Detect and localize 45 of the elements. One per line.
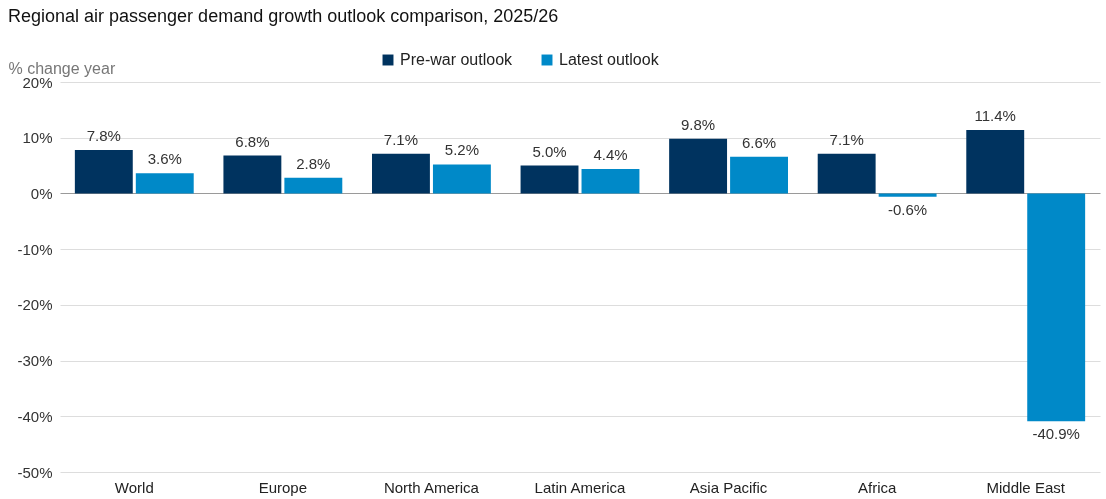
bar: [669, 138, 728, 194]
data-label: -0.6%: [888, 200, 928, 218]
y-tick-label: 0%: [30, 184, 53, 202]
data-label: 7.8%: [86, 126, 121, 144]
data-label: 7.1%: [829, 130, 864, 148]
data-label: 11.4%: [974, 106, 1016, 124]
x-tick-label: Latin America: [534, 478, 627, 496]
x-tick-label: Africa: [857, 478, 897, 496]
bar: [966, 129, 1025, 194]
bar: [730, 156, 788, 194]
x-tick-label: Europe: [258, 478, 308, 496]
bar: [284, 177, 343, 194]
bar: [432, 164, 491, 194]
data-label: 5.2%: [444, 141, 480, 159]
x-tick-label: North America: [383, 478, 480, 496]
bar: [223, 155, 282, 194]
legend-label: Latest outlook: [559, 51, 660, 68]
data-label: 5.0%: [532, 142, 567, 160]
data-label: 9.8%: [680, 115, 716, 133]
data-label: 6.8%: [235, 132, 270, 150]
bar: [878, 193, 937, 197]
data-label: 3.6%: [147, 150, 182, 168]
bar: [520, 165, 579, 194]
y-tick-label: -50%: [17, 463, 53, 481]
chart-title: Regional air passenger demand growth outlook comparison, 2025/26: [8, 6, 559, 26]
bar: [1027, 193, 1086, 422]
bar: [372, 153, 430, 194]
bar: [74, 149, 133, 194]
data-label: 6.6%: [741, 133, 777, 151]
legend-label: Pre-war outlook: [400, 51, 514, 68]
y-tick-label: -10%: [17, 240, 53, 258]
bar: [135, 173, 194, 194]
y-tick-label: -40%: [17, 407, 53, 425]
bar: [581, 168, 640, 194]
bar: [817, 153, 876, 194]
data-label: -40.9%: [1032, 425, 1080, 443]
data-label: 7.1%: [383, 130, 419, 148]
x-tick-label: World: [114, 478, 154, 496]
y-tick-label: -30%: [17, 352, 53, 370]
x-tick-label: Asia Pacific: [689, 478, 768, 496]
y-tick-label: -20%: [17, 296, 53, 314]
x-tick-label: Middle East: [986, 478, 1066, 496]
y-tick-label: 10%: [22, 129, 53, 147]
data-label: 2.8%: [296, 154, 331, 172]
data-label: 4.4%: [593, 145, 628, 163]
